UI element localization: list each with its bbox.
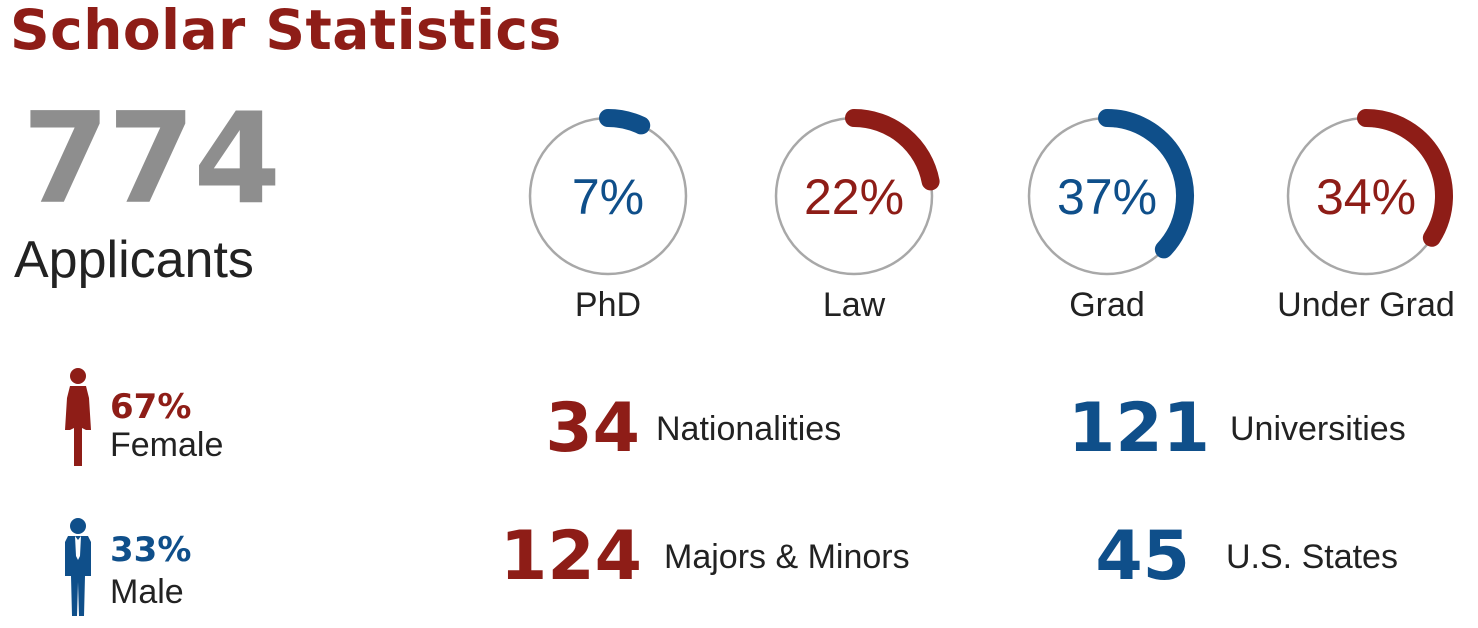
applicants-count: 774 [22,85,281,232]
majors-count: 124 [500,517,642,596]
donut-value-0: 7% [572,169,644,225]
states-label: U.S. States [1226,538,1398,576]
female-percent: 67% [110,387,192,427]
donut-arc-3 [1357,109,1453,247]
donut-value-1: 22% [804,169,904,225]
universities-count: 121 [1068,389,1210,468]
donut-label-2: Grad [1069,286,1145,324]
female-label: Female [110,426,224,464]
donut-arc-1 [845,109,940,191]
page-title: Scholar Statistics [10,0,562,62]
donut-label-1: Law [823,286,886,324]
male-person-icon [58,516,98,623]
donut-value-3: 34% [1316,169,1416,225]
donut-arc-2 [1098,109,1194,259]
applicants-label: Applicants [14,231,254,289]
universities-label: Universities [1230,410,1406,448]
male-percent: 33% [110,530,192,570]
states-count: 45 [1095,517,1190,596]
nationalities-label: Nationalities [656,410,842,448]
donut-value-2: 37% [1057,169,1157,225]
female-person-icon [58,366,98,473]
donut-arc-0 [599,109,651,135]
majors-label: Majors & Minors [664,538,910,576]
nationalities-count: 34 [545,389,640,468]
donut-label-0: PhD [575,286,641,324]
male-label: Male [110,573,184,611]
donut-label-3: Under Grad [1277,286,1455,324]
